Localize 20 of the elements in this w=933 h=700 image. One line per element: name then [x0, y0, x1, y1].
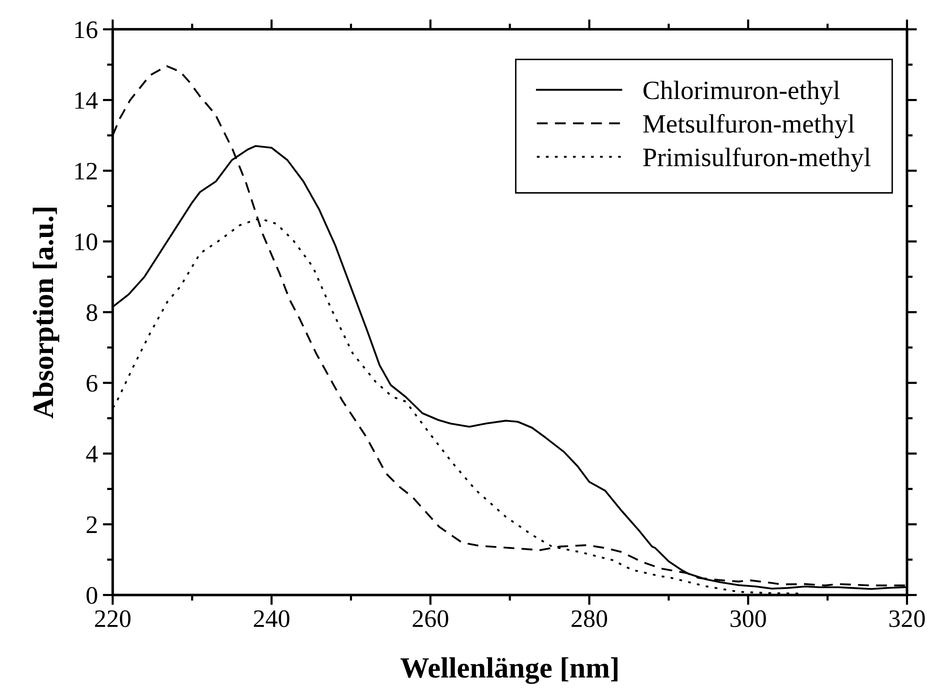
y-tick-label: 12 — [75, 162, 97, 180]
y-tick-label: 14 — [75, 92, 98, 109]
legend-label: Metsulfuron-methyl — [643, 114, 854, 138]
y-tick-label: 16 — [75, 21, 98, 38]
y-axis-title: Absorption [a.u.] — [32, 208, 60, 418]
x-tick-label: 220 — [95, 610, 130, 628]
y-tick-label: 4 — [86, 446, 98, 462]
x-tick-label: 240 — [254, 610, 290, 628]
y-tick-label: 0 — [86, 587, 98, 604]
x-axis-title: Wellenlänge [nm] — [400, 657, 618, 684]
x-tick-label: 300 — [730, 610, 766, 628]
y-tick-label: 10 — [75, 233, 98, 250]
y-tick-label: 6 — [86, 374, 98, 392]
x-tick-label: 280 — [572, 610, 608, 628]
legend-label: Chlorimuron-ethyl — [644, 80, 840, 105]
legend-label: Primisulfuron-methyl — [643, 147, 871, 172]
y-tick-label: 2 — [86, 516, 97, 533]
y-tick-label: 8 — [86, 304, 98, 322]
x-tick-label: 260 — [412, 610, 448, 628]
x-tick-label: 320 — [889, 610, 925, 628]
